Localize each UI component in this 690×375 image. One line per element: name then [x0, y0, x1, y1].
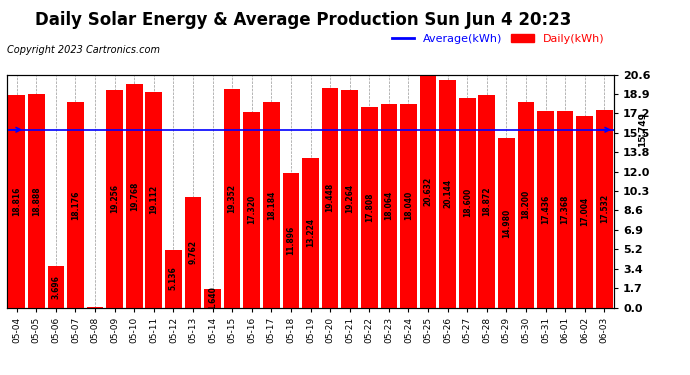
Bar	[420, 75, 436, 308]
Bar	[126, 84, 143, 308]
Bar	[596, 110, 613, 308]
Bar	[478, 94, 495, 308]
Text: 18.040: 18.040	[404, 191, 413, 220]
Text: 5.136: 5.136	[169, 267, 178, 290]
Legend: Average(kWh), Daily(kWh): Average(kWh), Daily(kWh)	[388, 29, 609, 48]
Bar	[185, 197, 201, 308]
Text: 17.436: 17.436	[541, 195, 550, 224]
Bar	[146, 92, 162, 308]
Bar	[283, 173, 299, 308]
Bar	[244, 112, 260, 308]
Text: 17.320: 17.320	[247, 195, 256, 224]
Text: 18.872: 18.872	[482, 186, 491, 216]
Bar	[361, 106, 377, 308]
Bar	[342, 90, 358, 308]
Bar	[302, 158, 319, 308]
Text: Daily Solar Energy & Average Production Sun Jun 4 20:23: Daily Solar Energy & Average Production …	[35, 11, 572, 29]
Bar	[538, 111, 554, 308]
Bar	[400, 104, 417, 308]
Bar	[8, 95, 25, 308]
Bar	[576, 116, 593, 308]
Bar	[322, 88, 338, 308]
Text: 18.176: 18.176	[71, 190, 80, 220]
Bar	[498, 138, 515, 308]
Bar	[67, 102, 83, 308]
Text: 18.816: 18.816	[12, 187, 21, 216]
Text: 3.696: 3.696	[51, 275, 60, 298]
Text: 17.808: 17.808	[365, 192, 374, 222]
Text: 9.762: 9.762	[188, 240, 197, 264]
Text: 14.980: 14.980	[502, 209, 511, 238]
Text: 0.016: 0.016	[90, 306, 99, 330]
Text: 19.448: 19.448	[326, 183, 335, 212]
Text: 18.600: 18.600	[463, 188, 472, 217]
Text: 19.352: 19.352	[228, 184, 237, 213]
Text: 19.256: 19.256	[110, 184, 119, 213]
Bar	[518, 102, 534, 308]
Bar	[165, 249, 181, 308]
Text: 17.532: 17.532	[600, 194, 609, 223]
Bar	[106, 90, 123, 308]
Bar	[557, 111, 573, 308]
Text: 13.224: 13.224	[306, 218, 315, 248]
Text: 17.004: 17.004	[580, 197, 589, 226]
Text: 20.144: 20.144	[443, 179, 452, 209]
Text: 18.064: 18.064	[384, 191, 393, 220]
Bar	[204, 289, 221, 308]
Text: Copyright 2023 Cartronics.com: Copyright 2023 Cartronics.com	[7, 45, 160, 55]
Bar	[459, 98, 475, 308]
Text: 18.184: 18.184	[267, 190, 276, 220]
Text: 18.888: 18.888	[32, 186, 41, 216]
Text: 17.368: 17.368	[561, 195, 570, 224]
Bar	[28, 94, 45, 308]
Bar	[440, 80, 456, 308]
Text: 15.749: 15.749	[638, 112, 647, 147]
Bar	[48, 266, 64, 308]
Bar	[224, 89, 241, 308]
Text: 20.632: 20.632	[424, 177, 433, 206]
Text: 19.768: 19.768	[130, 181, 139, 211]
Text: 1.640: 1.640	[208, 286, 217, 310]
Text: 11.896: 11.896	[286, 226, 295, 255]
Text: 19.264: 19.264	[345, 184, 354, 213]
Text: 18.200: 18.200	[522, 190, 531, 219]
Text: 19.112: 19.112	[149, 185, 158, 214]
Bar	[263, 102, 279, 308]
Bar	[380, 104, 397, 308]
